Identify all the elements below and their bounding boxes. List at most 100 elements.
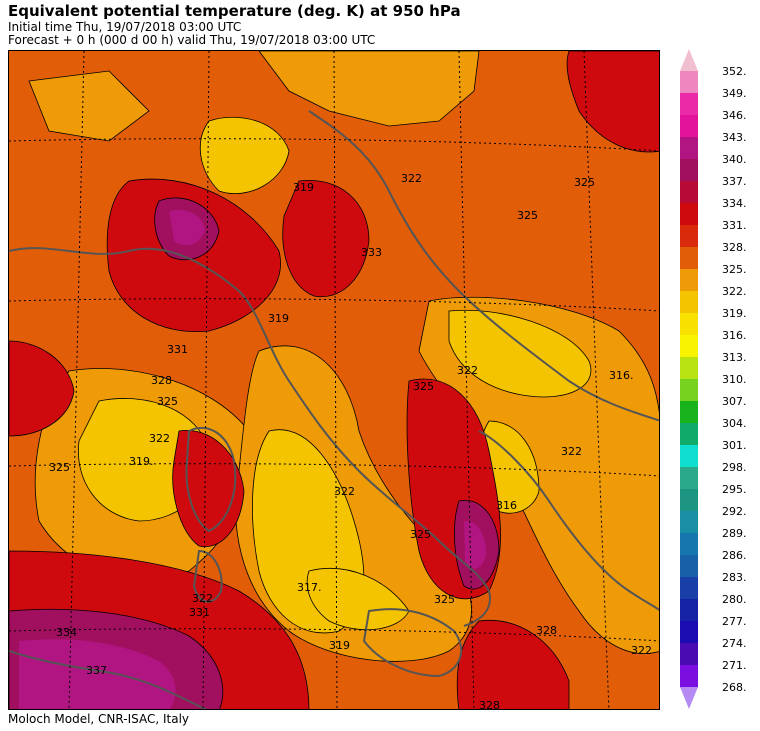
map-title: Equivalent potential temperature (deg. K… — [8, 2, 461, 20]
contour-label: 325 — [410, 528, 431, 541]
colorbar-swatch — [680, 401, 698, 424]
map-panel: 322 325 325 319 333 319 331 328 325 322 319. 325 325… — [8, 50, 660, 710]
contour-label: 328 — [151, 374, 172, 387]
colorbar-swatch — [680, 665, 698, 688]
colorbar-swatches — [680, 49, 698, 709]
colorbar-swatch — [680, 511, 698, 534]
colorbar-swatch — [680, 357, 698, 380]
colorbar-tick-label: 346. — [722, 109, 747, 122]
contour-label: 331 — [189, 606, 210, 619]
contour-label: 322 — [631, 644, 652, 657]
colorbar-tick-label: 298. — [722, 461, 747, 474]
contour-label: 319 — [329, 639, 350, 652]
colorbar-tick-label: 343. — [722, 131, 747, 144]
colorbar-tick-label: 268. — [722, 681, 747, 694]
colorbar-swatch — [680, 291, 698, 314]
colorbar-labels: 352. 349. 346. 343. 340. 337. 334. 331. 328. 325.… — [722, 65, 747, 694]
contour-label: 325 — [574, 176, 595, 189]
contour-label: 317. — [297, 581, 322, 594]
colorbar-tick-label: 277. — [722, 615, 747, 628]
colorbar-swatch — [680, 533, 698, 556]
field-340 — [19, 209, 487, 709]
colorbar-top-arrow — [680, 49, 698, 71]
colorbar-swatch — [680, 115, 698, 138]
colorbar-swatch — [680, 225, 698, 248]
colorbar-tick-label: 337. — [722, 175, 747, 188]
colorbar-svg: 352. 349. 346. 343. 340. 337. 334. 331. 328. 325.… — [680, 49, 747, 709]
colorbar-swatch — [680, 203, 698, 226]
colorbar-swatch — [680, 71, 698, 94]
colorbar-tick-label: 292. — [722, 505, 747, 518]
graticule — [9, 51, 659, 709]
colorbar-tick-label: 316. — [722, 329, 747, 342]
initial-time: Initial time Thu, 19/07/2018 03:00 UTC — [8, 20, 242, 34]
colorbar-swatch — [680, 247, 698, 270]
contour-labels: 322 325 325 319 333 319 331 328 325 322 319. 325 325… — [49, 172, 652, 710]
colorbar-tick-label: 286. — [722, 549, 747, 562]
contour-label: 325 — [434, 593, 455, 606]
credit: Moloch Model, CNR-ISAC, Italy — [8, 712, 190, 726]
contour-label: 325 — [517, 209, 538, 222]
contour-label: 325 — [413, 380, 434, 393]
colorbar-bottom-arrow — [680, 687, 698, 709]
colorbar-tick-label: 340. — [722, 153, 747, 166]
colorbar-tick-label: 322. — [722, 285, 747, 298]
colorbar-swatch — [680, 313, 698, 336]
colorbar-swatch — [680, 137, 698, 160]
colorbar-tick-label: 304. — [722, 417, 747, 430]
coastlines — [9, 110, 659, 709]
contour-label: 328 — [479, 699, 500, 710]
contour-label: 325 — [157, 395, 178, 408]
colorbar-swatch — [680, 159, 698, 182]
colorbar-swatch — [680, 599, 698, 622]
colorbar-swatch — [680, 621, 698, 644]
contour-label: 322 — [561, 445, 582, 458]
contour-label: 328 — [536, 624, 557, 637]
contour-label: 319 — [293, 181, 314, 194]
colorbar-tick-label: 301. — [722, 439, 747, 452]
colorbar-swatch — [680, 181, 698, 204]
contour-label: 325 — [49, 461, 70, 474]
colorbar-tick-label: 280. — [722, 593, 747, 606]
colorbar-swatch — [680, 577, 698, 600]
colorbar-swatch — [680, 269, 698, 292]
colorbar-swatch — [680, 335, 698, 358]
colorbar-tick-label: 271. — [722, 659, 747, 672]
colorbar-tick-label: 334. — [722, 197, 747, 210]
colorbar-tick-label: 319. — [722, 307, 747, 320]
contour-label: 322 — [401, 172, 422, 185]
colorbar-legend: 352. 349. 346. 343. 340. 337. 334. 331. 328. 325.… — [676, 45, 760, 715]
colorbar-tick-label: 289. — [722, 527, 747, 540]
colorbar-tick-label: 328. — [722, 241, 747, 254]
contour-label: 322 — [149, 432, 170, 445]
map-svg: 322 325 325 319 333 319 331 328 325 322 319. 325 325… — [9, 51, 659, 710]
colorbar-tick-label: 283. — [722, 571, 747, 584]
colorbar-tick-label: 274. — [722, 637, 747, 650]
contour-label: 337 — [86, 664, 107, 677]
contour-label: 331 — [167, 343, 188, 356]
contour-label: 322 — [334, 485, 355, 498]
colorbar-swatch — [680, 555, 698, 578]
contour-label: 333 — [361, 246, 382, 259]
colorbar-swatch — [680, 467, 698, 490]
colorbar-tick-label: 331. — [722, 219, 747, 232]
colorbar-swatch — [680, 379, 698, 402]
contour-label: 316. — [609, 369, 634, 382]
forecast-time: Forecast + 0 h (000 d 00 h) valid Thu, 1… — [8, 33, 376, 47]
contour-label: 316 — [496, 499, 517, 512]
colorbar-tick-label: 352. — [722, 65, 747, 78]
colorbar-tick-label: 349. — [722, 87, 747, 100]
colorbar-tick-label: 325. — [722, 263, 747, 276]
colorbar-tick-label: 295. — [722, 483, 747, 496]
contour-label: 322 — [457, 364, 478, 377]
contour-label: 319 — [268, 312, 289, 325]
contour-label: 322 — [192, 592, 213, 605]
header: Equivalent potential temperature (deg. K… — [8, 2, 461, 47]
colorbar-swatch — [680, 445, 698, 468]
colorbar-swatch — [680, 423, 698, 446]
contour-label: 319. — [129, 455, 154, 468]
colorbar-tick-label: 307. — [722, 395, 747, 408]
colorbar-tick-label: 313. — [722, 351, 747, 364]
colorbar-tick-label: 310. — [722, 373, 747, 386]
colorbar-swatch — [680, 489, 698, 512]
